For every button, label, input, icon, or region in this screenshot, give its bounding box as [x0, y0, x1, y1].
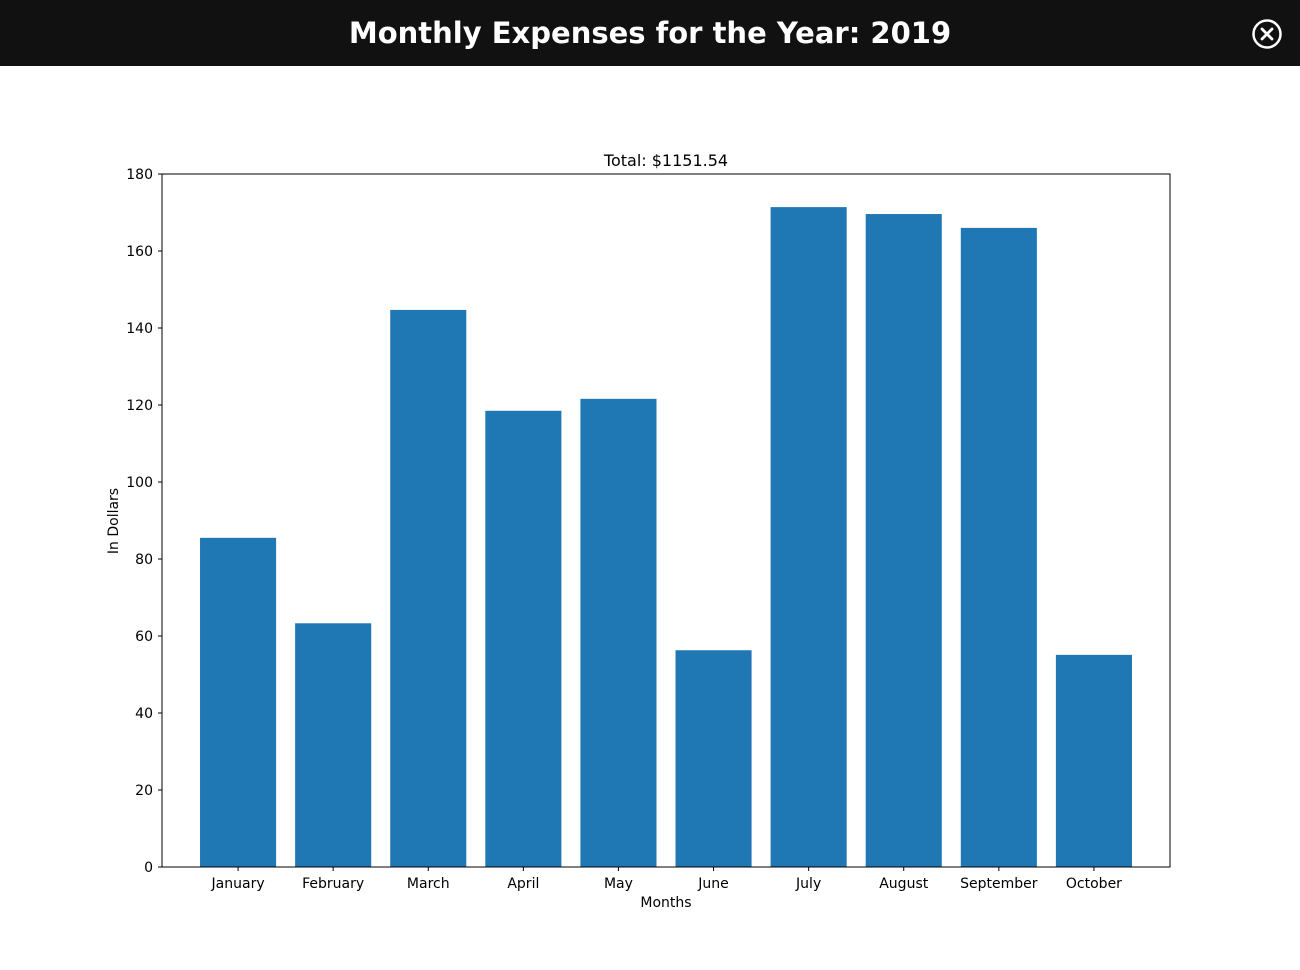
bar-chart: Total: $1151.54 0 20 40 60 80 100 120 140 160 180… — [106, 151, 1171, 911]
x-tick-label: July — [795, 876, 821, 892]
y-axis-label: In Dollars — [106, 488, 122, 554]
y-tick-label: 0 — [144, 860, 153, 876]
bar-may — [580, 398, 657, 867]
bar-april — [485, 410, 562, 867]
x-tick-label: January — [211, 876, 265, 892]
x-tick-label: March — [407, 876, 450, 892]
y-tick-label: 80 — [135, 552, 153, 568]
bars-group — [200, 207, 1132, 868]
x-tick-label: February — [302, 876, 364, 892]
close-circle-icon — [1252, 19, 1282, 49]
y-tick-label: 100 — [126, 475, 153, 491]
y-axis: 0 20 40 60 80 100 120 140 160 180 — [126, 167, 162, 876]
y-tick-label: 180 — [126, 167, 153, 183]
close-button[interactable] — [1251, 18, 1283, 50]
y-tick-label: 140 — [126, 321, 153, 337]
bar-february — [295, 623, 372, 867]
x-tick-label: June — [697, 876, 729, 892]
bar-january — [200, 537, 277, 867]
window-title: Monthly Expenses for the Year: 2019 — [348, 16, 952, 50]
y-tick-label: 60 — [135, 629, 153, 645]
plot-frame — [161, 173, 1171, 868]
y-tick-label: 40 — [135, 706, 153, 722]
y-tick-label: 120 — [126, 398, 153, 414]
bar-june — [675, 650, 752, 867]
x-tick-label: August — [879, 876, 929, 892]
chart-area: Total: $1151.54 0 20 40 60 80 100 120 140 160 180… — [0, 66, 1300, 966]
bar-september — [960, 227, 1037, 867]
title-bar: Monthly Expenses for the Year: 2019 — [0, 0, 1300, 66]
bar-march — [390, 309, 467, 867]
bar-july — [770, 207, 847, 868]
y-tick-label: 160 — [126, 244, 153, 260]
bar-august — [865, 214, 942, 868]
bar-october — [1055, 654, 1132, 867]
x-axis: January February March April May June July Augu… — [211, 867, 1122, 892]
x-tick-label: April — [507, 876, 539, 892]
x-tick-label: September — [960, 876, 1038, 892]
y-tick-label: 20 — [135, 783, 153, 799]
chart-title: Total: $1151.54 — [603, 151, 728, 170]
x-tick-label: October — [1066, 876, 1122, 892]
x-axis-label: Months — [640, 895, 691, 911]
x-tick-label: May — [604, 876, 633, 892]
